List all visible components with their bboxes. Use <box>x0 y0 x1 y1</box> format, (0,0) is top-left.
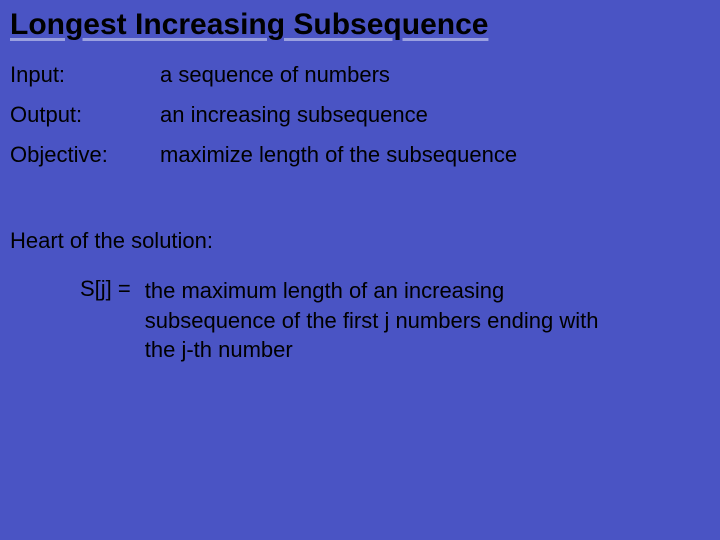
definition-label-objective: Objective: <box>10 142 160 168</box>
heart-rhs: the maximum length of an increasing subs… <box>145 276 605 365</box>
definition-label-output: Output: <box>10 102 160 128</box>
definition-row: Objective: maximize length of the subseq… <box>10 142 710 168</box>
definition-value-objective: maximize length of the subsequence <box>160 142 710 168</box>
definition-row: Input: a sequence of numbers <box>10 62 710 88</box>
definition-value-input: a sequence of numbers <box>160 62 710 88</box>
definitions-block: Input: a sequence of numbers Output: an … <box>10 62 710 168</box>
heart-lhs: S[j] = <box>80 276 131 302</box>
definition-label-input: Input: <box>10 62 160 88</box>
heart-block: Heart of the solution: S[j] = the maximu… <box>10 228 710 365</box>
heart-heading: Heart of the solution: <box>10 228 710 254</box>
definition-row: Output: an increasing subsequence <box>10 102 710 128</box>
slide-title: Longest Increasing Subsequence <box>10 8 710 42</box>
definition-value-output: an increasing subsequence <box>160 102 710 128</box>
heart-equation: S[j] = the maximum length of an increasi… <box>10 276 710 365</box>
